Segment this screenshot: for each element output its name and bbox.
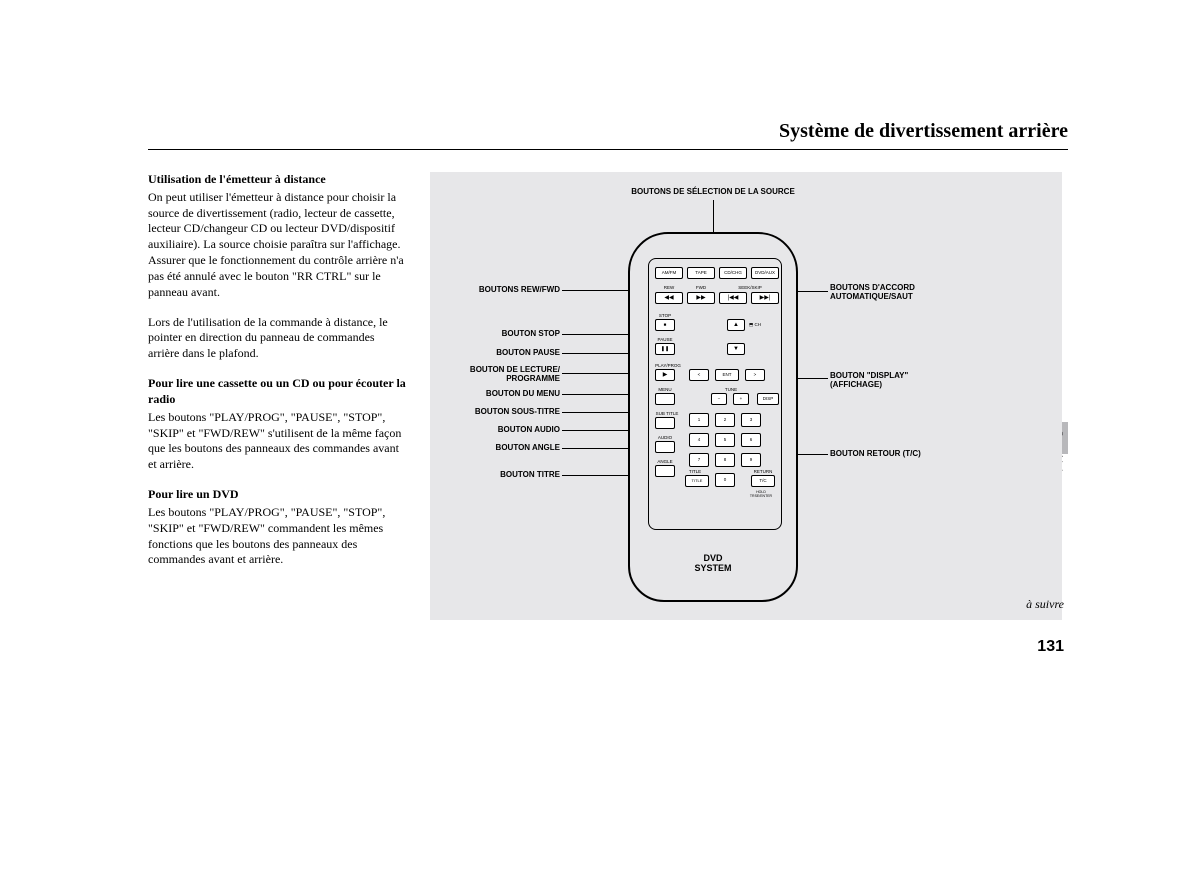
btn-stop[interactable]: ■	[655, 319, 675, 331]
btn-tune-plus[interactable]: +	[733, 393, 749, 405]
label-hold: HOLDTRSE/ENTER	[739, 491, 783, 499]
remote-outline: AM/FM TAPE CD/CHG DVD/AUX REW FWD SEEK/S…	[628, 232, 798, 602]
btn-subtitle[interactable]	[655, 417, 675, 429]
label-stop-btn: STOP	[655, 313, 675, 318]
remote-button-panel: AM/FM TAPE CD/CHG DVD/AUX REW FWD SEEK/S…	[648, 258, 782, 530]
btn-playprog[interactable]: ▶	[655, 369, 675, 381]
label-audio-btn: AUDIO	[655, 435, 675, 440]
btn-tune-minus[interactable]: −	[711, 393, 727, 405]
btn-fwd[interactable]: ▶▶	[687, 292, 715, 304]
btn-ent[interactable]: ENT	[715, 369, 739, 381]
label-playprog: BOUTON DE LECTURE/PROGRAMME	[444, 366, 560, 384]
continued-label: à suivre	[1026, 597, 1064, 612]
label-return: BOUTON RETOUR (T/C)	[830, 450, 921, 459]
btn-amfm[interactable]: AM/FM	[655, 267, 683, 279]
btn-num-9[interactable]: 9	[741, 453, 761, 467]
btn-pause[interactable]: ❚❚	[655, 343, 675, 355]
btn-right[interactable]: >	[745, 369, 765, 381]
btn-num-3[interactable]: 3	[741, 413, 761, 427]
paragraph: Les boutons "PLAY/PROG", "PAUSE", "STOP"…	[148, 410, 406, 473]
btn-return[interactable]: T/C	[751, 475, 775, 487]
btn-num-6[interactable]: 6	[741, 433, 761, 447]
btn-num-8[interactable]: 8	[715, 453, 735, 467]
label-seekskip: SEEK/SKIP	[725, 285, 775, 290]
paragraph: Les boutons "PLAY/PROG", "PAUSE", "STOP"…	[148, 505, 406, 568]
paragraph: Lors de l'utilisation de la commande à d…	[148, 315, 406, 362]
label-pause-btn: PAUSE	[655, 337, 675, 342]
label-title: BOUTON TITRE	[444, 471, 560, 480]
label-angle: BOUTON ANGLE	[444, 444, 560, 453]
btn-num-7[interactable]: 7	[689, 453, 709, 467]
label-audio: BOUTON AUDIO	[444, 426, 560, 435]
label-menu-btn: MENU	[655, 387, 675, 392]
btn-seek-fwd[interactable]: ▶▶|	[751, 292, 779, 304]
btn-disp[interactable]: DISP	[757, 393, 779, 405]
btn-num-0[interactable]: 0	[715, 473, 735, 487]
page-title: Système de divertissement arrière	[148, 120, 1068, 150]
btn-angle[interactable]	[655, 465, 675, 477]
label-tune-btn: TUNE	[719, 387, 743, 392]
text-column: Utilisation de l'émetteur à distance On …	[148, 172, 406, 582]
label-playprog-btn: PLAY/PROG	[653, 363, 683, 368]
label-source-top: BOUTONS DE SÉLECTION DE LA SOURCE	[631, 188, 795, 197]
btn-num-4[interactable]: 4	[689, 433, 709, 447]
btn-seek-back[interactable]: |◀◀	[719, 292, 747, 304]
btn-tape[interactable]: TAPE	[687, 267, 715, 279]
label-rewfwd: BOUTONS REW/FWD	[444, 286, 560, 295]
label-fwd: FWD	[687, 285, 715, 290]
btn-up[interactable]: ▲	[727, 319, 745, 331]
label-ch: ⬒ CH	[749, 322, 761, 328]
label-menu: BOUTON DU MENU	[444, 390, 560, 399]
btn-dvdaux[interactable]: DVD/AUX	[751, 267, 779, 279]
btn-left[interactable]: <	[689, 369, 709, 381]
btn-cdchg[interactable]: CD/CHG	[719, 267, 747, 279]
label-rew: REW	[655, 285, 683, 290]
label-title-btn: TITLE	[685, 469, 705, 474]
label-pause: BOUTON PAUSE	[444, 349, 560, 358]
label-subtitle-btn: SUB TITLE	[653, 411, 681, 416]
paragraph: On peut utiliser l'émetteur à distance p…	[148, 190, 406, 301]
label-angle-btn: ANGLE	[655, 459, 675, 464]
btn-title[interactable]: TITLE	[685, 475, 709, 487]
btn-num-2[interactable]: 2	[715, 413, 735, 427]
label-stop: BOUTON STOP	[444, 330, 560, 339]
btn-down[interactable]: ▼	[727, 343, 745, 355]
btn-rew[interactable]: ◀◀	[655, 292, 683, 304]
heading-3: Pour lire un DVD	[148, 487, 406, 503]
btn-num-1[interactable]: 1	[689, 413, 709, 427]
btn-audio[interactable]	[655, 441, 675, 453]
heading-2: Pour lire une cassette ou un CD ou pour …	[148, 376, 406, 408]
remote-dvd-system-label: DVDSYSTEM	[694, 554, 731, 574]
btn-menu[interactable]	[655, 393, 675, 405]
btn-num-5[interactable]: 5	[715, 433, 735, 447]
label-return-btn: RETURN	[751, 469, 775, 474]
label-subtitle: BOUTON SOUS-TITRE	[444, 408, 560, 417]
heading-1: Utilisation de l'émetteur à distance	[148, 172, 406, 188]
label-display: BOUTON "DISPLAY"(AFFICHAGE)	[830, 372, 908, 390]
page-number: 131	[1037, 638, 1064, 656]
label-accord: BOUTONS D'ACCORDAUTOMATIQUE/SAUT	[830, 284, 915, 302]
